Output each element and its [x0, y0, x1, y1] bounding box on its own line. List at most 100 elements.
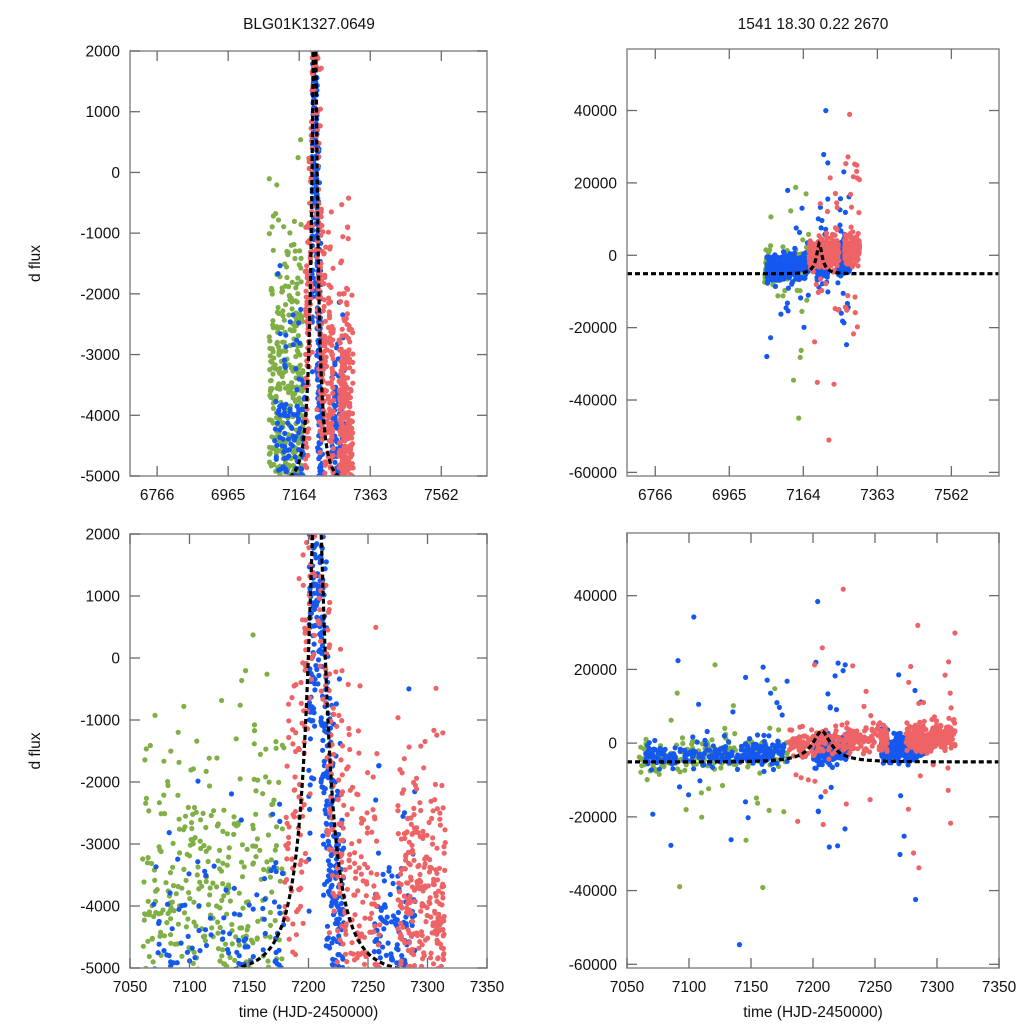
data-point — [338, 642, 343, 647]
data-point — [233, 736, 239, 742]
data-point — [337, 407, 343, 413]
data-point — [172, 1002, 177, 1007]
data-point — [182, 813, 189, 819]
data-point — [346, 552, 351, 557]
data-point — [181, 866, 187, 873]
data-point — [304, 299, 310, 305]
data-point — [346, 510, 351, 515]
data-point — [219, 697, 225, 704]
data-point — [301, 560, 306, 565]
data-point — [347, 608, 352, 613]
data-point — [321, 348, 328, 354]
data-point — [215, 1017, 220, 1022]
y-tick-label: -40000 — [569, 393, 618, 410]
data-point — [336, 561, 341, 566]
data-point — [334, 608, 339, 613]
data-point — [145, 898, 151, 904]
data-point — [821, 151, 827, 158]
data-point — [165, 910, 171, 917]
data-point — [343, 523, 348, 528]
data-point — [330, 356, 336, 362]
data-point — [236, 937, 242, 943]
data-point — [280, 380, 286, 386]
data-point — [345, 529, 350, 534]
data-point — [208, 812, 214, 819]
data-point — [217, 866, 223, 872]
data-point — [337, 659, 342, 664]
data-point — [337, 347, 343, 353]
data-point — [296, 416, 302, 422]
data-point — [332, 600, 337, 605]
data-point — [340, 487, 345, 492]
data-point — [141, 917, 147, 923]
data-point — [340, 495, 345, 500]
data-point — [331, 553, 336, 558]
data-point — [325, 324, 332, 331]
data-point — [339, 610, 344, 615]
data-point — [289, 620, 294, 625]
data-point — [282, 728, 287, 733]
data-point — [314, 5, 319, 10]
data-point — [168, 1018, 173, 1023]
data-point — [294, 506, 299, 511]
data-point — [294, 553, 299, 558]
data-point — [219, 953, 225, 959]
data-point — [218, 1000, 223, 1005]
data-point — [283, 508, 288, 513]
data-point — [318, 65, 324, 71]
data-point — [340, 501, 345, 506]
data-point — [217, 847, 223, 854]
data-point — [159, 1010, 164, 1015]
data-point — [214, 755, 220, 761]
y-tick-label: -1000 — [80, 226, 120, 243]
data-point — [349, 435, 355, 441]
data-point — [815, 254, 821, 260]
data-point — [340, 578, 345, 583]
data-point — [283, 537, 288, 542]
data-point — [223, 1005, 228, 1010]
data-point — [268, 386, 274, 392]
data-point — [338, 568, 343, 573]
data-point — [299, 594, 304, 599]
data-point — [263, 774, 269, 780]
data-point — [342, 568, 347, 573]
data-point — [177, 1010, 182, 1015]
data-point — [238, 998, 243, 1003]
data-point — [267, 874, 273, 880]
data-point — [279, 536, 284, 541]
data-point — [286, 613, 291, 618]
data-point — [341, 567, 346, 572]
data-point — [341, 699, 346, 704]
data-point — [334, 565, 339, 570]
data-point — [285, 541, 290, 546]
data-point — [281, 449, 287, 455]
data-point — [322, 272, 328, 278]
data-point — [276, 679, 281, 684]
data-point — [345, 429, 351, 436]
data-point — [182, 1011, 187, 1016]
data-point — [344, 385, 350, 391]
data-point — [330, 555, 335, 560]
data-point — [343, 631, 348, 636]
data-point — [335, 604, 340, 609]
data-point — [286, 575, 291, 580]
data-point — [297, 525, 302, 530]
data-point — [294, 387, 300, 393]
data-point — [279, 557, 284, 562]
data-point — [287, 327, 293, 333]
data-point — [340, 518, 345, 523]
data-point — [290, 384, 296, 390]
data-point — [323, 363, 330, 369]
data-point — [292, 622, 297, 627]
data-point — [856, 248, 862, 254]
data-point — [335, 524, 340, 529]
data-point — [283, 554, 288, 559]
data-point — [290, 312, 296, 318]
data-point — [834, 242, 840, 248]
data-point — [185, 916, 191, 922]
data-point — [278, 505, 283, 510]
data-point — [279, 658, 284, 663]
data-point — [150, 986, 155, 991]
data-point — [336, 599, 341, 604]
data-point — [338, 558, 343, 563]
